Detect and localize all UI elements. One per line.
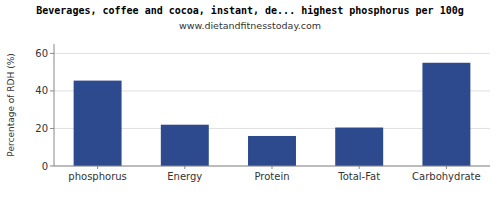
bar bbox=[248, 136, 296, 166]
x-tick-label: Protein bbox=[254, 171, 289, 182]
title: Beverages, coffee and cocoa, instant, de… bbox=[36, 5, 463, 16]
subtitle: www.dietandfitnesstoday.com bbox=[179, 20, 321, 31]
x-tick bbox=[184, 166, 185, 169]
y-tick bbox=[50, 90, 54, 91]
chart-container: Beverages, coffee and cocoa, instant, de… bbox=[0, 0, 500, 200]
y-tick-label: 20 bbox=[35, 123, 48, 134]
bars bbox=[74, 63, 471, 166]
x-tick-label: Energy bbox=[167, 171, 202, 182]
y-tick bbox=[50, 53, 54, 54]
y-tick bbox=[50, 128, 54, 129]
y-axis bbox=[54, 44, 55, 166]
y-tick-label: 60 bbox=[35, 48, 48, 59]
bar bbox=[335, 128, 383, 166]
bar bbox=[161, 125, 209, 166]
x-tick bbox=[97, 166, 98, 169]
bar bbox=[74, 81, 122, 166]
x-tick-label: Total-Fat bbox=[337, 171, 380, 182]
x-tick-label: Carbohydrate bbox=[412, 171, 481, 182]
grid-line bbox=[54, 53, 490, 54]
x-tick-label: phosphorus bbox=[68, 171, 126, 182]
y-tick bbox=[50, 166, 54, 167]
chart: Beverages, coffee and cocoa, instant, de… bbox=[0, 0, 500, 200]
bar bbox=[422, 63, 470, 166]
y-tick-label: 0 bbox=[42, 161, 48, 172]
x-tick bbox=[359, 166, 360, 169]
y-axis-label: Percentage of RDH (%) bbox=[6, 53, 16, 156]
y-tick-label: 40 bbox=[35, 85, 48, 96]
x-tick bbox=[272, 166, 273, 169]
x-tick bbox=[446, 166, 447, 169]
